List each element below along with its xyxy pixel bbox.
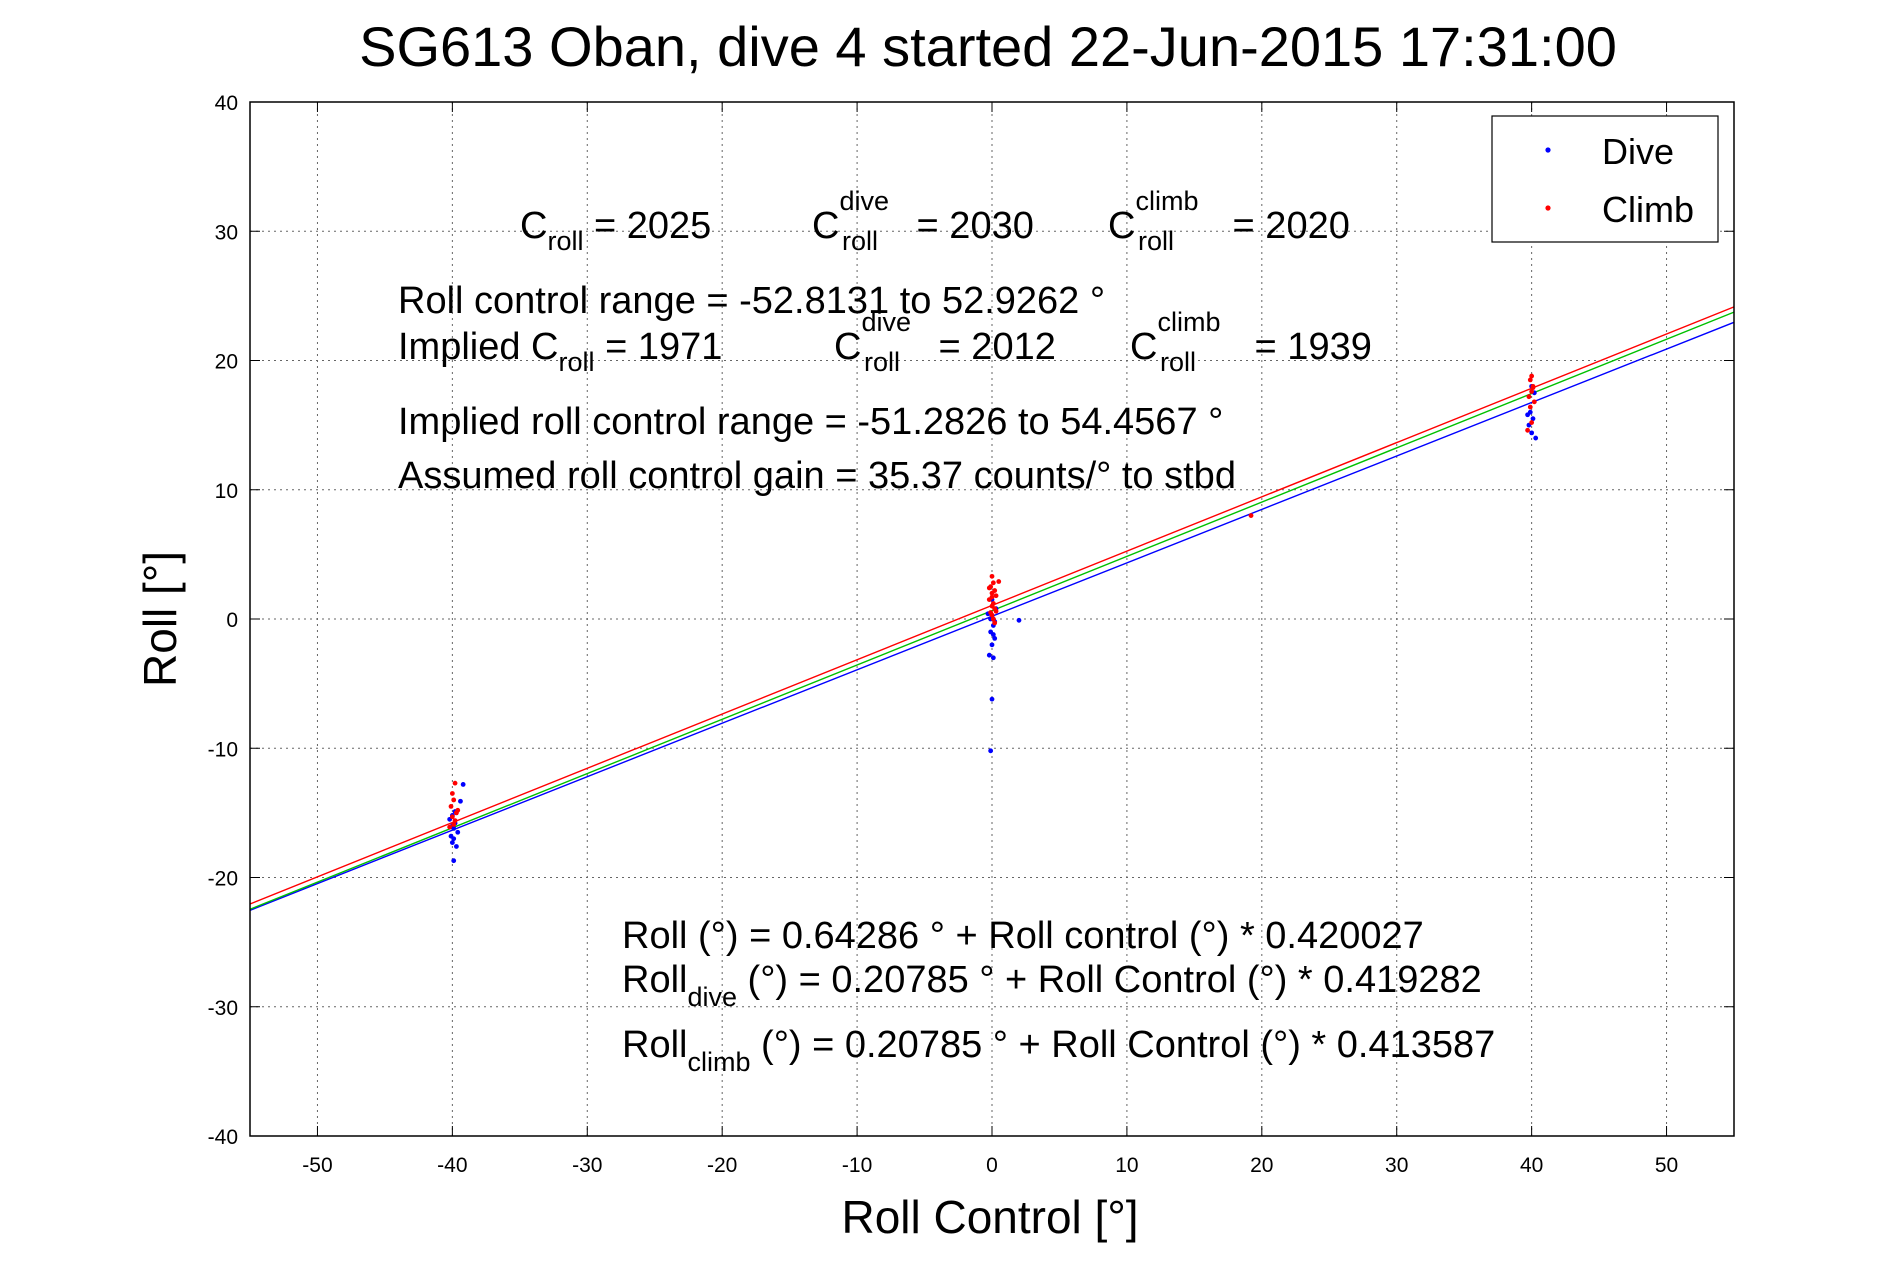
x-tick-label: -20 xyxy=(707,1154,737,1177)
point-climb xyxy=(986,585,992,591)
point-climb xyxy=(452,780,458,786)
y-tick-label: 40 xyxy=(215,92,238,115)
point-climb xyxy=(993,608,999,614)
point-dive xyxy=(449,840,455,846)
y-tick-label: 0 xyxy=(226,609,238,632)
y-tick-label: 30 xyxy=(215,221,238,244)
x-axis-title: Roll Control [°] xyxy=(841,1191,1138,1243)
point-climb xyxy=(449,791,455,796)
point-dive xyxy=(989,642,995,648)
annotation-gain: Assumed roll control gain = 35.37 counts… xyxy=(398,455,1236,497)
annotations: Croll = 2025 Cdive roll = 2030 Cclimb roll… xyxy=(398,186,1495,1077)
x-tick-label: -10 xyxy=(842,1154,872,1177)
y-axis-title: Roll [°] xyxy=(134,551,186,687)
point-dive xyxy=(1533,435,1539,441)
annotation-eq-dive: Rolldive (°) = 0.20785 ° + Roll Control … xyxy=(622,959,1482,1012)
point-climb xyxy=(448,804,454,809)
legend-label-dive: Dive xyxy=(1602,131,1674,172)
point-dive xyxy=(454,844,459,849)
x-tick-label: -30 xyxy=(572,1154,602,1177)
point-climb xyxy=(996,579,1002,584)
point-dive xyxy=(992,635,998,641)
point-dive xyxy=(1016,617,1022,623)
point-climb xyxy=(989,612,995,618)
point-climb xyxy=(452,818,458,824)
point-dive xyxy=(1525,412,1530,418)
point-dive xyxy=(455,829,461,835)
point-climb xyxy=(1526,394,1532,400)
y-tick-labels: -40 -30 -20 -10 0 10 20 30 40 xyxy=(208,92,238,1149)
point-dive xyxy=(460,782,466,787)
annotation-eq-climb: Rollclimb (°) = 0.20785 ° + Roll Control… xyxy=(622,1024,1495,1077)
y-tick-label: -40 xyxy=(208,1126,238,1149)
x-tick-label: 10 xyxy=(1115,1154,1138,1177)
y-tick-label: -30 xyxy=(208,997,238,1020)
point-dive xyxy=(1530,416,1536,422)
point-climb xyxy=(1529,420,1535,425)
legend-label-climb: Climb xyxy=(1602,189,1694,230)
plot-area xyxy=(249,101,1735,1137)
annotation-implied-c-roll: Implied Croll = 1971 xyxy=(398,326,722,377)
point-climb xyxy=(447,824,453,830)
legend-box xyxy=(1491,115,1719,243)
point-climb xyxy=(1529,389,1535,394)
annotation-implied-c-roll-dive: Cdive roll = 2012 xyxy=(834,307,1056,377)
data-points xyxy=(447,373,1539,864)
annotation-c-roll-dive: Cdive roll = 2030 xyxy=(812,186,1034,256)
y-tick-label: -20 xyxy=(208,868,238,891)
point-climb xyxy=(449,814,455,820)
y-tick-label: 10 xyxy=(215,480,238,503)
x-tick-label: 20 xyxy=(1250,1154,1273,1177)
point-climb xyxy=(989,573,995,579)
legend: Dive Climb xyxy=(1491,115,1719,243)
y-tick-label: 20 xyxy=(215,351,238,374)
point-climb xyxy=(1530,385,1536,391)
point-climb xyxy=(990,616,996,622)
point-climb xyxy=(1527,404,1533,410)
point-climb xyxy=(451,822,457,827)
y-tick-label: -10 xyxy=(208,738,238,761)
annotation-c-roll-climb: Cclimb roll = 2020 xyxy=(1108,186,1350,256)
point-climb xyxy=(993,593,999,599)
x-tick-label: 40 xyxy=(1520,1154,1543,1177)
annotation-implied-range: Implied roll control range = -51.2826 to… xyxy=(398,401,1223,443)
point-climb xyxy=(1248,513,1254,518)
point-climb xyxy=(989,590,995,596)
annotation-eq-all: Roll (°) = 0.64286 ° + Roll control (°) … xyxy=(622,915,1424,957)
point-dive xyxy=(1529,430,1535,436)
point-climb xyxy=(989,594,995,600)
point-climb xyxy=(1527,377,1533,383)
point-climb xyxy=(451,797,457,803)
legend-marker-climb xyxy=(1545,205,1551,211)
point-dive xyxy=(451,858,457,864)
point-dive xyxy=(990,632,996,637)
point-climb xyxy=(990,580,996,586)
ticks xyxy=(250,101,1734,1137)
point-dive xyxy=(990,655,996,661)
x-tick-label: 0 xyxy=(986,1154,998,1177)
point-climb xyxy=(992,620,998,626)
point-climb xyxy=(1531,399,1537,405)
annotation-implied-c-roll-climb: Cclimb roll = 1939 xyxy=(1130,307,1372,377)
x-tick-labels: -50 -40 -30 -20 -10 0 10 20 30 40 50 xyxy=(302,1154,1678,1177)
annotation-roll-control-range: Roll control range = -52.8131 to 52.9262… xyxy=(398,280,1105,322)
point-dive xyxy=(989,696,995,702)
x-tick-label: -50 xyxy=(302,1154,332,1177)
point-dive xyxy=(986,652,992,658)
x-tick-label: 50 xyxy=(1655,1154,1678,1177)
point-dive xyxy=(988,748,994,754)
x-tick-label: 30 xyxy=(1385,1154,1408,1177)
point-climb xyxy=(1529,373,1535,379)
point-climb xyxy=(455,807,461,813)
point-climb xyxy=(1525,427,1530,433)
chart-title: SG613 Oban, dive 4 started 22-Jun-2015 1… xyxy=(359,15,1617,78)
x-tick-label: -40 xyxy=(437,1154,467,1177)
annotation-c-roll: Croll = 2025 xyxy=(520,205,711,256)
point-dive xyxy=(451,836,457,842)
point-dive xyxy=(458,798,463,804)
legend-marker-dive xyxy=(1545,147,1551,153)
